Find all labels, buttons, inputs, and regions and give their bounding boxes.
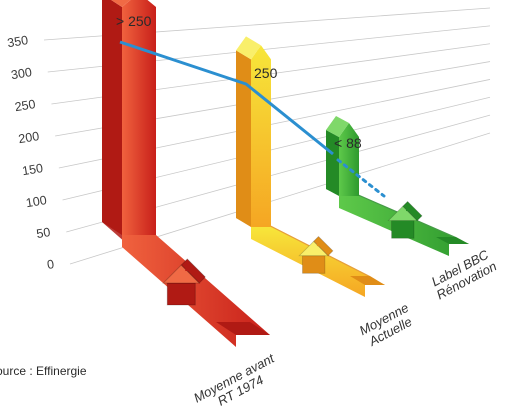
- data-label: 250: [254, 65, 278, 81]
- bar-1: [102, 0, 270, 347]
- y-tick-label: 350: [6, 33, 29, 50]
- house-icon: [162, 258, 206, 306]
- bar-side: [236, 50, 251, 228]
- y-tick-label: 150: [21, 161, 44, 178]
- house-icon: [387, 200, 423, 239]
- y-tick-label: 50: [35, 225, 51, 241]
- trend-line: [119, 40, 386, 198]
- y-tick-label: 300: [10, 65, 33, 82]
- bar-side: [102, 0, 122, 235]
- house-icon: [298, 235, 334, 274]
- trend-line-solid: [119, 40, 334, 156]
- bar-cap: [326, 115, 349, 137]
- y-axis-ticks: 0 50 100 150 200 250 300 350: [6, 33, 55, 272]
- data-labels: > 250 250 < 88: [116, 13, 362, 151]
- category-label: Label BBCRénovation: [427, 246, 499, 302]
- y-tick-label: 100: [25, 193, 48, 210]
- bar-cap: [236, 36, 261, 60]
- data-label: < 88: [334, 135, 362, 151]
- bars: [102, 0, 469, 347]
- bar-3: [326, 115, 469, 256]
- y-tick-label: 0: [46, 257, 55, 272]
- trend-line-dotted: [336, 158, 386, 198]
- bar-arm: [122, 235, 270, 347]
- bar-front: [122, 0, 156, 235]
- category-label: MoyenneActuelle: [357, 300, 418, 351]
- data-label: > 250: [116, 13, 152, 29]
- bar-arm-end: [216, 322, 270, 335]
- bar-arm-end: [436, 237, 469, 244]
- bar-cap: [111, 0, 131, 7]
- bar-2: [236, 36, 385, 297]
- bar-arm-end: [350, 276, 385, 285]
- bar-front: [339, 122, 359, 196]
- y-tick-label: 250: [14, 97, 37, 114]
- category-label: Moyenne avantRT 1974: [191, 350, 284, 418]
- y-tick-label: 200: [17, 129, 40, 146]
- bar-side: [326, 129, 339, 196]
- source-note: Source : Effinergie: [0, 364, 87, 378]
